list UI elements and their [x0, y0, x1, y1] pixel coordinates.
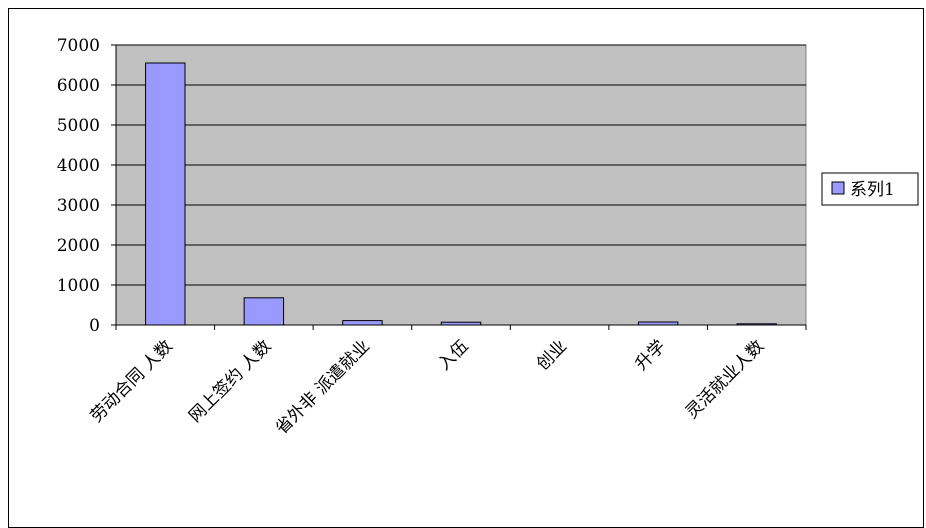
bar	[342, 320, 383, 326]
y-tick-label: 1000	[57, 276, 100, 296]
x-tick-label: 创业	[533, 336, 571, 374]
bar	[243, 297, 285, 326]
bar-chart: 0 1000 2000 3000 4000 5000 6000 7000 劳动合同 人数 网上签…	[57, 36, 919, 439]
y-tick-label: 6000	[57, 76, 100, 96]
x-tick-label: 灵活就业人数	[682, 336, 768, 422]
y-axis: 0 1000 2000 3000 4000 5000 6000 7000	[57, 36, 117, 336]
y-tick-label: 4000	[57, 156, 100, 176]
x-tick-label: 省外非 派遣就业	[272, 336, 374, 438]
grid-lines	[116, 44, 806, 286]
y-tick-label: 7000	[57, 36, 100, 56]
bar	[145, 62, 186, 326]
legend: 系列1	[821, 172, 919, 206]
y-tick-label: 3000	[57, 196, 100, 216]
y-tick-label: 0	[89, 316, 100, 336]
x-tick-label: 网上签约 人数	[185, 336, 275, 426]
x-tick-label: 入伍	[434, 336, 472, 374]
legend-swatch	[831, 181, 845, 195]
x-tick-label: 升学	[631, 336, 669, 374]
x-tick-label: 劳动合同 人数	[87, 336, 177, 426]
legend-label: 系列1	[850, 180, 895, 200]
y-tick-label: 5000	[57, 116, 100, 136]
plot-area	[115, 44, 807, 326]
y-tick-label: 2000	[57, 236, 100, 256]
